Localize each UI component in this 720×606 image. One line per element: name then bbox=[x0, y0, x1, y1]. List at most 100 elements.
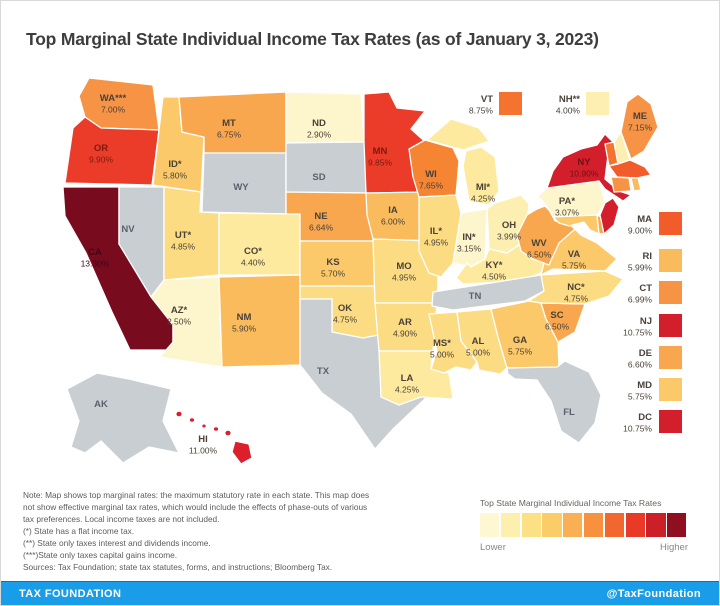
state-rate-AL: 5.00% bbox=[466, 348, 491, 358]
callout-swatch-RI bbox=[659, 249, 682, 272]
callout-swatch-DE bbox=[659, 346, 682, 369]
callout-rate-CT: 6.99% bbox=[628, 295, 653, 305]
state-shape-CT bbox=[610, 176, 632, 193]
state-label-MN: MN bbox=[373, 146, 388, 157]
legend-swatch-1 bbox=[480, 513, 500, 537]
state-rate-OR: 9.90% bbox=[89, 155, 114, 165]
state-rate-AR: 4.90% bbox=[393, 329, 418, 339]
state-rate-IL: 4.95% bbox=[424, 238, 449, 248]
state-shape-HI-island bbox=[189, 418, 195, 422]
state-label-AR: AR bbox=[398, 317, 412, 328]
state-label-PA: PA* bbox=[559, 196, 575, 207]
callout-swatch-NH bbox=[586, 92, 609, 115]
state-rate-SC: 6.50% bbox=[545, 322, 570, 332]
state-rate-MS: 5.00% bbox=[430, 350, 455, 360]
state-rate-MO: 4.95% bbox=[392, 273, 417, 283]
state-shape-NM bbox=[218, 274, 301, 368]
legend-swatch-3 bbox=[521, 513, 541, 537]
legend-swatch-5 bbox=[563, 513, 583, 537]
state-label-MO: MO bbox=[396, 261, 411, 272]
state-rate-HI: 11.00% bbox=[189, 446, 218, 456]
state-label-MS: MS* bbox=[433, 338, 451, 349]
state-label-TX: TX bbox=[317, 366, 330, 377]
state-label-WI: WI bbox=[425, 169, 437, 180]
state-label-CO: CO* bbox=[244, 246, 262, 257]
state-label-ND: ND bbox=[312, 118, 326, 129]
state-label-NY: NY bbox=[577, 157, 591, 168]
state-rate-MN: 9.85% bbox=[368, 158, 393, 168]
state-label-MI: MI* bbox=[476, 182, 491, 193]
state-rate-PA: 3.07% bbox=[555, 208, 580, 218]
state-shape-HI-island bbox=[225, 430, 231, 436]
state-shape-HI-island bbox=[213, 427, 219, 431]
callout-label-DE: DE bbox=[639, 348, 652, 359]
state-label-FL: FL bbox=[563, 407, 575, 418]
callout-rate-MA: 9.00% bbox=[628, 226, 653, 236]
callout-rate-MD: 5.75% bbox=[628, 392, 653, 402]
callout-rate-NH: 4.00% bbox=[556, 106, 581, 116]
state-shape-HI-island bbox=[202, 424, 206, 428]
state-label-UT: UT* bbox=[175, 230, 192, 241]
callout-swatch-NJ bbox=[659, 314, 682, 337]
state-rate-OH: 3.99% bbox=[497, 232, 522, 242]
state-label-IA: IA bbox=[388, 205, 398, 216]
state-label-TN: TN bbox=[469, 291, 482, 302]
state-rate-ME: 7.15% bbox=[628, 123, 653, 133]
state-label-AL: AL bbox=[472, 336, 485, 347]
state-rate-AZ: 2.50% bbox=[167, 317, 192, 327]
legend-swatch-10 bbox=[667, 513, 687, 537]
state-shape-SD bbox=[285, 141, 370, 194]
state-rate-MT: 6.75% bbox=[217, 130, 242, 140]
callout-rate-VT: 8.75% bbox=[469, 106, 494, 116]
legend-swatch-8 bbox=[625, 513, 645, 537]
state-label-SC: SC bbox=[550, 310, 563, 321]
state-shape-AZ bbox=[150, 276, 223, 368]
footer-brand: TAX FOUNDATION bbox=[19, 587, 122, 600]
state-rate-OK: 4.75% bbox=[333, 315, 358, 325]
callout-label-NH: NH** bbox=[559, 94, 580, 105]
state-rate-IA: 6.00% bbox=[381, 217, 406, 227]
state-label-HI: HI bbox=[198, 434, 208, 445]
legend-swatch-6 bbox=[583, 513, 604, 537]
footer-handle: @TaxFoundation bbox=[606, 587, 701, 600]
callout-swatch-DC bbox=[659, 410, 682, 433]
state-label-NE: NE bbox=[314, 211, 327, 222]
legend-swatch-4 bbox=[542, 513, 562, 537]
state-label-CA: CA bbox=[88, 247, 102, 258]
state-shape-IL bbox=[418, 194, 462, 278]
state-shape-MI bbox=[426, 118, 500, 206]
state-label-GA: GA bbox=[513, 335, 527, 346]
state-label-IL: IL* bbox=[430, 226, 442, 237]
state-shape-FL bbox=[506, 360, 602, 444]
state-rate-GA: 5.75% bbox=[508, 347, 533, 357]
state-rate-CA: 13.30% bbox=[81, 259, 110, 269]
state-label-NV: NV bbox=[121, 224, 135, 235]
state-label-OR: OR bbox=[94, 143, 108, 154]
legend-swatch-2 bbox=[500, 513, 521, 537]
state-label-WY: WY bbox=[233, 182, 249, 193]
state-label-ME: ME bbox=[633, 111, 647, 122]
state-rate-NC: 4.75% bbox=[564, 294, 589, 304]
state-shape-NJ bbox=[599, 197, 620, 235]
callout-label-MA: MA bbox=[637, 214, 652, 225]
legend-minmax: Lower Higher bbox=[480, 542, 688, 553]
callout-rate-NJ: 10.75% bbox=[623, 328, 652, 338]
state-label-KY: KY* bbox=[486, 260, 503, 271]
callout-label-VT: VT bbox=[481, 94, 493, 105]
state-rate-KS: 5.70% bbox=[321, 269, 346, 279]
state-label-VA: VA bbox=[568, 249, 581, 260]
legend-swatch-7 bbox=[604, 513, 625, 537]
state-rate-ND: 2.90% bbox=[307, 130, 332, 140]
state-label-WV: WV bbox=[531, 238, 547, 249]
legend: Top State Marginal Individual Income Tax… bbox=[480, 498, 688, 553]
callout-rate-RI: 5.99% bbox=[628, 263, 653, 273]
state-label-LA: LA bbox=[401, 373, 414, 384]
state-label-AZ: AZ* bbox=[171, 305, 188, 316]
state-label-MT: MT bbox=[222, 118, 236, 129]
page-title: Top Marginal State Individual Income Tax… bbox=[26, 29, 599, 49]
state-rate-VA: 5.75% bbox=[562, 261, 587, 271]
state-rate-ID: 5.80% bbox=[163, 171, 188, 181]
state-shape-OR bbox=[64, 116, 160, 186]
callout-label-RI: RI bbox=[643, 251, 653, 262]
